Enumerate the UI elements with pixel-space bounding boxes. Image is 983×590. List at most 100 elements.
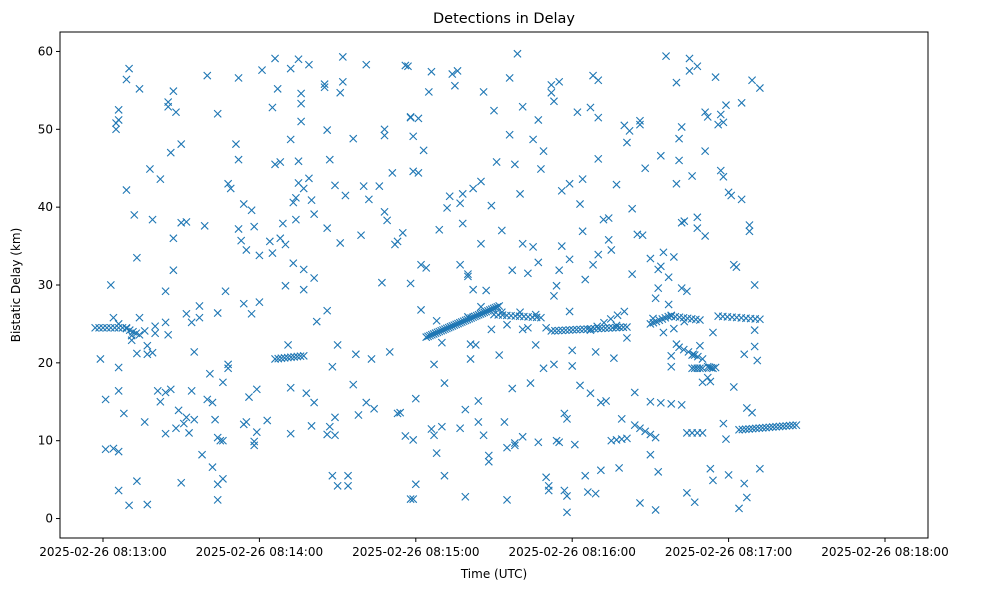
data-point (708, 476, 717, 485)
data-point (547, 88, 556, 97)
data-point (518, 239, 527, 248)
data-point (608, 323, 617, 332)
data-point (437, 422, 446, 431)
data-point (505, 73, 514, 82)
data-point (448, 70, 457, 79)
data-point (119, 409, 128, 418)
data-point (471, 340, 480, 349)
data-point (370, 404, 379, 413)
data-point (357, 231, 366, 240)
data-point (406, 113, 415, 122)
data-point (458, 219, 467, 228)
x-tick-label: 2025-02-26 08:18:00 (821, 545, 948, 559)
data-point (224, 179, 233, 188)
data-point (570, 440, 579, 449)
data-point (503, 443, 512, 452)
data-point (565, 179, 574, 188)
data-point (274, 354, 283, 363)
data-point (737, 195, 746, 204)
data-point (745, 221, 754, 230)
data-point (682, 488, 691, 497)
data-point (169, 266, 178, 275)
data-point (114, 323, 123, 332)
data-point (565, 307, 574, 316)
data-point (333, 340, 342, 349)
data-point (711, 73, 720, 82)
data-point (307, 196, 316, 205)
data-point (701, 108, 710, 117)
data-point (664, 300, 673, 309)
data-point (289, 259, 298, 268)
data-point (344, 481, 353, 490)
data-point (628, 270, 637, 279)
data-point (534, 115, 543, 124)
data-point (554, 326, 563, 335)
data-point (586, 389, 595, 398)
data-point (600, 318, 608, 327)
data-point (286, 64, 295, 73)
data-point (568, 325, 577, 334)
data-point (393, 237, 402, 246)
data-point (250, 437, 259, 446)
data-point (581, 275, 590, 284)
data-point (122, 75, 131, 84)
data-point (218, 378, 227, 387)
y-axis-label: Bistatic Delay (km) (9, 228, 23, 343)
data-point (560, 486, 569, 495)
data-point (646, 254, 655, 263)
data-point (302, 389, 311, 398)
data-point (169, 87, 178, 96)
data-point (656, 398, 665, 407)
data-point (547, 80, 556, 89)
data-point (263, 416, 272, 425)
data-point (654, 467, 663, 476)
data-point (789, 421, 797, 430)
data-point (593, 322, 602, 331)
data-point (561, 326, 570, 335)
data-point (310, 398, 319, 407)
data-point (208, 463, 217, 472)
y-tick-label: 10 (38, 434, 53, 448)
data-point (594, 250, 603, 259)
data-point (695, 364, 704, 373)
data-point (296, 352, 305, 361)
data-point (617, 414, 626, 423)
data-point (216, 436, 225, 445)
data-point (174, 406, 183, 415)
data-point (140, 326, 149, 335)
data-point (349, 134, 358, 143)
data-point (291, 193, 300, 202)
data-point (156, 397, 165, 406)
data-point (748, 76, 757, 85)
data-point (714, 120, 723, 129)
data-point (106, 323, 115, 332)
data-point (735, 425, 744, 434)
data-point (591, 347, 600, 356)
data-point (597, 324, 606, 333)
data-point (323, 126, 332, 135)
data-point (169, 234, 178, 243)
data-point (417, 305, 426, 314)
data-point (620, 307, 629, 316)
data-point (409, 435, 418, 444)
data-point (748, 424, 757, 433)
data-point (557, 186, 566, 195)
data-point (349, 380, 358, 389)
data-point (250, 441, 259, 450)
data-point (565, 255, 574, 264)
data-point (651, 433, 660, 442)
data-point (669, 324, 678, 333)
data-point (140, 418, 149, 426)
data-point (565, 326, 574, 334)
y-tick-label: 30 (38, 278, 53, 292)
data-point (218, 474, 227, 483)
data-point (745, 424, 754, 433)
data-point (622, 333, 631, 342)
data-point (213, 495, 222, 504)
data-point (630, 421, 639, 430)
data-point (331, 431, 339, 440)
data-point (422, 263, 431, 272)
data-point (132, 253, 141, 262)
data-point (409, 167, 418, 176)
data-point (294, 55, 303, 64)
